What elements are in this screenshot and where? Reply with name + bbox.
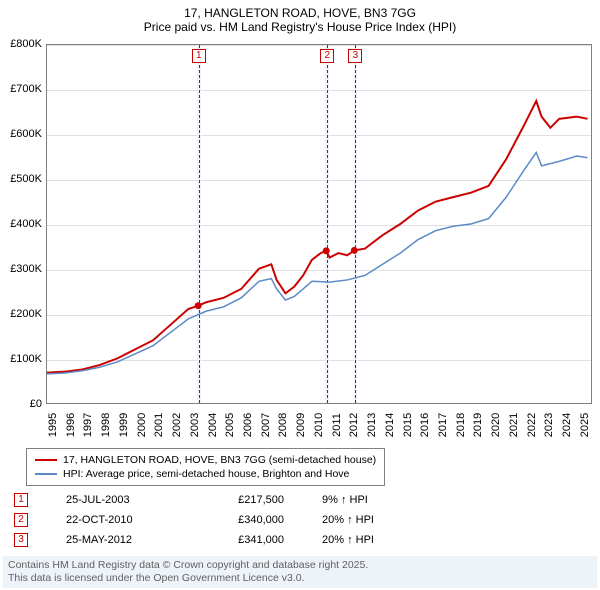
x-tick-label: 2013 xyxy=(366,413,378,437)
event-delta: 9% ↑ HPI xyxy=(322,494,422,506)
x-tick-label: 2021 xyxy=(508,413,520,437)
legend-label: 17, HANGLETON ROAD, HOVE, BN3 7GG (semi-… xyxy=(63,454,376,466)
events-table: 1 25-JUL-2003 £217,500 9% ↑ HPI 2 22-OCT-2010… xyxy=(14,490,422,550)
data-point xyxy=(195,302,202,309)
x-tick-label: 2000 xyxy=(136,413,148,437)
chart-area: 1995199619971998199920002001200220032004… xyxy=(46,44,592,404)
x-tick-label: 2019 xyxy=(472,413,484,437)
x-tick-label: 2003 xyxy=(189,413,201,437)
event-row: 1 25-JUL-2003 £217,500 9% ↑ HPI xyxy=(14,490,422,510)
x-tick-label: 1995 xyxy=(47,413,59,437)
event-price: £340,000 xyxy=(204,514,284,526)
x-tick-label: 2010 xyxy=(313,413,325,437)
x-tick-label: 2008 xyxy=(277,413,289,437)
legend-item: 17, HANGLETON ROAD, HOVE, BN3 7GG (semi-… xyxy=(35,453,376,467)
x-tick-label: 1998 xyxy=(100,413,112,437)
event-row: 2 22-OCT-2010 £340,000 20% ↑ HPI xyxy=(14,510,422,530)
legend: 17, HANGLETON ROAD, HOVE, BN3 7GG (semi-… xyxy=(26,448,385,486)
footer-line-2: This data is licensed under the Open Gov… xyxy=(8,572,592,585)
event-date: 22-OCT-2010 xyxy=(66,514,166,526)
x-tick-label: 2022 xyxy=(526,413,538,437)
x-tick-label: 1999 xyxy=(118,413,130,437)
x-tick-label: 2002 xyxy=(171,413,183,437)
x-tick-label: 2015 xyxy=(402,413,414,437)
x-tick-label: 1997 xyxy=(82,413,94,437)
y-tick-label: £600K xyxy=(10,128,42,140)
x-tick-label: 2017 xyxy=(437,413,449,437)
event-delta: 20% ↑ HPI xyxy=(322,514,422,526)
event-date: 25-MAY-2012 xyxy=(66,534,166,546)
y-tick-label: £500K xyxy=(10,173,42,185)
event-delta: 20% ↑ HPI xyxy=(322,534,422,546)
data-point xyxy=(323,247,330,254)
y-tick-label: £400K xyxy=(10,218,42,230)
x-tick-label: 2004 xyxy=(207,413,219,437)
event-date: 25-JUL-2003 xyxy=(66,494,166,506)
x-tick-label: 1996 xyxy=(65,413,77,437)
series-line xyxy=(47,152,587,374)
legend-swatch xyxy=(35,473,57,475)
legend-item: HPI: Average price, semi-detached house,… xyxy=(35,467,376,481)
chart-svg xyxy=(47,45,591,403)
x-tick-label: 2024 xyxy=(561,413,573,437)
chart-title-block: 17, HANGLETON ROAD, HOVE, BN3 7GG Price … xyxy=(0,0,600,34)
x-tick-label: 2016 xyxy=(419,413,431,437)
y-tick-label: £100K xyxy=(10,353,42,365)
x-tick-label: 2023 xyxy=(543,413,555,437)
y-tick-label: £300K xyxy=(10,263,42,275)
x-tick-label: 2009 xyxy=(295,413,307,437)
title-line-2: Price paid vs. HM Land Registry's House … xyxy=(0,20,600,34)
x-tick-label: 2018 xyxy=(455,413,467,437)
event-index: 2 xyxy=(14,513,28,527)
series-line xyxy=(47,101,587,373)
event-price: £341,000 xyxy=(204,534,284,546)
x-tick-label: 2006 xyxy=(242,413,254,437)
x-tick-label: 2014 xyxy=(384,413,396,437)
event-index: 1 xyxy=(14,493,28,507)
event-price: £217,500 xyxy=(204,494,284,506)
x-tick-label: 2001 xyxy=(153,413,165,437)
y-tick-label: £800K xyxy=(10,38,42,50)
y-tick-label: £200K xyxy=(10,308,42,320)
footer-line-1: Contains HM Land Registry data © Crown c… xyxy=(8,559,592,572)
x-tick-label: 2020 xyxy=(490,413,502,437)
y-tick-label: £700K xyxy=(10,83,42,95)
legend-label: HPI: Average price, semi-detached house,… xyxy=(63,468,349,480)
x-tick-label: 2012 xyxy=(348,413,360,437)
x-tick-label: 2025 xyxy=(579,413,591,437)
footer-attribution: Contains HM Land Registry data © Crown c… xyxy=(3,556,597,588)
data-point xyxy=(351,247,358,254)
legend-swatch xyxy=(35,459,57,461)
x-tick-label: 2011 xyxy=(331,413,343,437)
event-row: 3 25-MAY-2012 £341,000 20% ↑ HPI xyxy=(14,530,422,550)
x-tick-label: 2005 xyxy=(224,413,236,437)
title-line-1: 17, HANGLETON ROAD, HOVE, BN3 7GG xyxy=(0,6,600,20)
y-tick-label: £0 xyxy=(30,398,42,410)
event-index: 3 xyxy=(14,533,28,547)
x-tick-label: 2007 xyxy=(260,413,272,437)
